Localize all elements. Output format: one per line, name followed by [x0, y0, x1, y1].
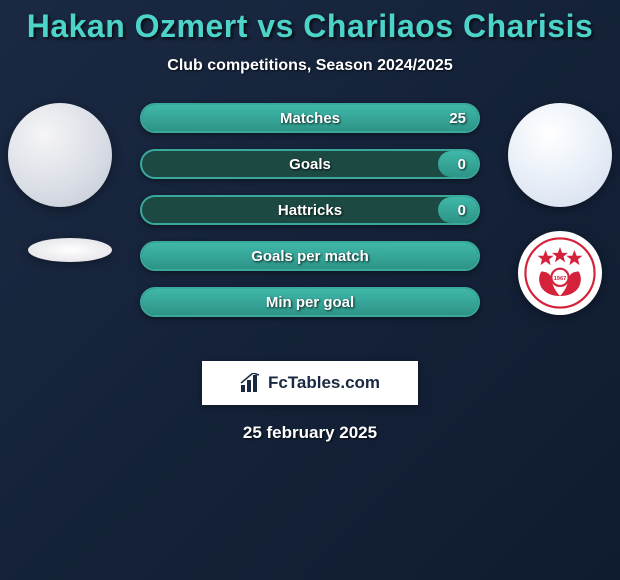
source-logo-text: FcTables.com	[268, 373, 380, 393]
stat-label: Hattricks	[142, 197, 478, 223]
player-right-avatar	[508, 103, 612, 207]
stat-label: Min per goal	[142, 289, 478, 315]
page-title: Hakan Ozmert vs Charilaos Charisis	[0, 8, 620, 45]
stat-bar-goals: Goals 0	[140, 149, 480, 179]
stat-value-right: 0	[458, 197, 466, 223]
date: 25 february 2025	[0, 423, 620, 443]
comparison-content: 1967 Matches 25 Goals 0 Hattricks 0 Goal…	[0, 103, 620, 343]
stat-bar-matches: Matches 25	[140, 103, 480, 133]
svg-text:1967: 1967	[554, 276, 567, 282]
stat-bars: Matches 25 Goals 0 Hattricks 0 Goals per…	[140, 103, 480, 317]
stat-bar-goals-per-match: Goals per match	[140, 241, 480, 271]
source-logo: FcTables.com	[202, 361, 418, 405]
player-left-avatar	[8, 103, 112, 207]
stat-value-right: 25	[449, 105, 466, 131]
team-left-badge	[28, 238, 112, 262]
stat-label: Matches	[142, 105, 478, 131]
header: Hakan Ozmert vs Charilaos Charisis Club …	[0, 0, 620, 75]
chart-icon	[240, 373, 262, 393]
stat-value-right: 0	[458, 151, 466, 177]
subtitle: Club competitions, Season 2024/2025	[0, 57, 620, 75]
stat-label: Goals per match	[142, 243, 478, 269]
stat-bar-hattricks: Hattricks 0	[140, 195, 480, 225]
stat-bar-min-per-goal: Min per goal	[140, 287, 480, 317]
team-right-badge: 1967	[518, 231, 602, 315]
sivasspor-crest-icon: 1967	[524, 237, 596, 309]
stat-label: Goals	[142, 151, 478, 177]
